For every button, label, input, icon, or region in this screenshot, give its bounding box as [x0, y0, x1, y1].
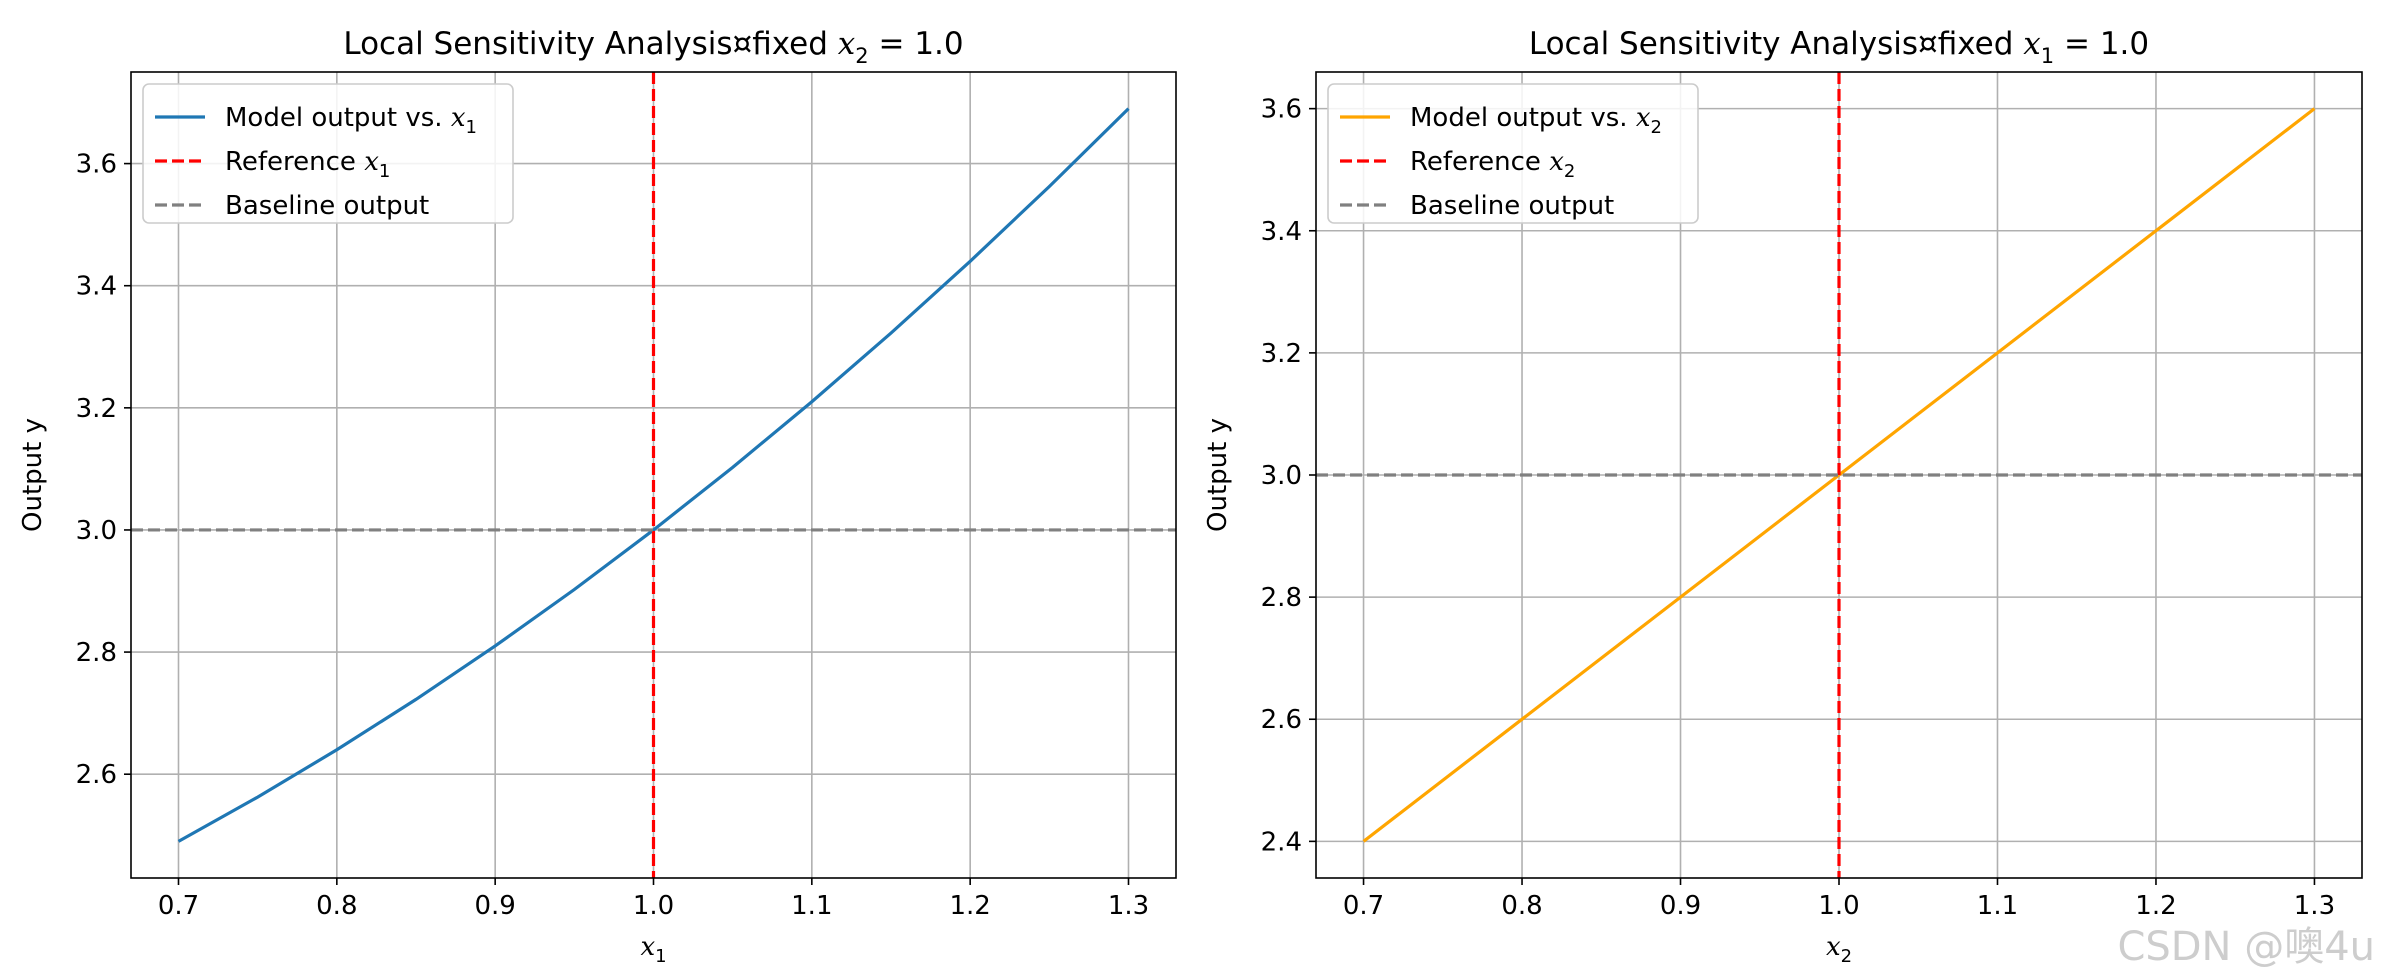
axes-frame: [130, 71, 1177, 879]
x-tick-label: 1.1: [791, 891, 832, 921]
legend-box: [142, 83, 514, 224]
y-tick-label: 3.6: [1261, 95, 1302, 125]
y-tick-label: 3.2: [1261, 339, 1302, 369]
y-tick-label: 2.6: [1261, 705, 1302, 735]
y-tick-label: 2.8: [76, 638, 117, 668]
legend-entry-series-label: Model output vs. x1: [225, 103, 477, 138]
legend-entry-series-label: Model output vs. x2: [1410, 103, 1662, 138]
legend-entry-baseline-label: Baseline output: [225, 191, 429, 221]
x-tick-label: 1.1: [1977, 891, 2018, 921]
y-tick-label: 3.2: [76, 394, 117, 424]
chart-1: 0.7 0.8 0.9 1.0 1.1 1.2 1.3 2.6 2.8 3.0 3.2 3.4 3.6 L…: [18, 26, 1177, 967]
y-tick-label: 3.6: [76, 150, 117, 180]
x-tick-label: 1.0: [633, 891, 674, 921]
y-tick-label: 2.4: [1261, 827, 1302, 857]
y-tick-label: 2.8: [1261, 583, 1302, 613]
legend-entry-baseline-label: Baseline output: [1410, 191, 1614, 221]
chart-title: Local Sensitivity Analysis¤fixed x2 = 1.…: [343, 26, 963, 68]
chart-title: Local Sensitivity Analysis¤fixed x1 = 1.…: [1529, 26, 2149, 68]
legend: Model output vs. x1 Reference x1 Baseline …: [142, 83, 514, 224]
x-tick-label: 1.3: [1108, 891, 1149, 921]
x-tick-label: 0.7: [1343, 891, 1384, 921]
x-tick-label: 0.9: [1660, 891, 1701, 921]
x-tick-label: 0.9: [474, 891, 515, 921]
chart-2: 0.7 0.8 0.9 1.0 1.1 1.2 1.3 2.4 2.6 2.8 3.0 3.2 3.4 3…: [1203, 26, 2363, 967]
x-tick-label: 1.0: [1818, 891, 1859, 921]
x-axis-label: x1: [640, 932, 666, 967]
x-tick-label: 1.3: [2294, 891, 2335, 921]
plot-area: [1316, 72, 2362, 878]
legend-entry-reference-label: Reference x1: [225, 147, 390, 182]
y-axis-label: Output y: [1203, 418, 1233, 532]
series-line: [177, 107, 1130, 843]
y-axis-label: Output y: [18, 418, 48, 532]
legend: Model output vs. x2 Reference x2 Baseline …: [1327, 83, 1699, 224]
x-tick-label: 0.8: [316, 891, 357, 921]
x-tick-label: 0.8: [1501, 891, 1542, 921]
y-tick-label: 3.4: [76, 272, 117, 302]
plot-area: [131, 72, 1176, 878]
y-tick-label: 3.0: [76, 516, 117, 546]
y-tick-label: 2.6: [76, 760, 117, 790]
x-tick-label: 1.2: [949, 891, 990, 921]
x-tick-label: 1.2: [2135, 891, 2176, 921]
legend-box: [1327, 83, 1699, 224]
y-tick-label: 3.4: [1261, 217, 1302, 247]
x-axis-label: x2: [1826, 932, 1852, 967]
watermark: CSDN @噢4u: [2117, 924, 2375, 970]
y-tick-label: 3.0: [1261, 461, 1302, 491]
x-tick-label: 0.7: [158, 891, 199, 921]
axes-frame: [1315, 71, 2363, 879]
legend-entry-reference-label: Reference x2: [1410, 147, 1575, 182]
